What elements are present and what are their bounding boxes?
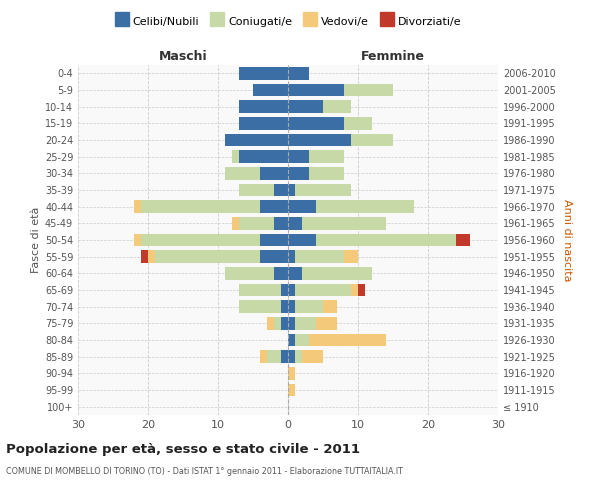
- Bar: [260, 350, 267, 363]
- Bar: [281, 284, 288, 296]
- Bar: [288, 267, 302, 280]
- Bar: [288, 250, 295, 263]
- Bar: [232, 217, 239, 230]
- Bar: [323, 100, 351, 113]
- Bar: [358, 284, 365, 296]
- Bar: [141, 250, 148, 263]
- Bar: [295, 184, 351, 196]
- Bar: [351, 284, 358, 296]
- Text: Popolazione per età, sesso e stato civile - 2011: Popolazione per età, sesso e stato civil…: [6, 442, 360, 456]
- Bar: [295, 284, 351, 296]
- Bar: [148, 250, 155, 263]
- Bar: [253, 84, 288, 96]
- Text: COMUNE DI MOMBELLO DI TORINO (TO) - Dati ISTAT 1° gennaio 2011 - Elaborazione TU: COMUNE DI MOMBELLO DI TORINO (TO) - Dati…: [6, 468, 403, 476]
- Y-axis label: Anni di nascita: Anni di nascita: [562, 198, 572, 281]
- Bar: [309, 334, 386, 346]
- Bar: [288, 217, 302, 230]
- Bar: [316, 234, 456, 246]
- Bar: [288, 200, 316, 213]
- Bar: [351, 134, 393, 146]
- Bar: [239, 67, 288, 80]
- Bar: [295, 250, 344, 263]
- Bar: [288, 134, 351, 146]
- Bar: [281, 350, 288, 363]
- Bar: [155, 250, 260, 263]
- Bar: [288, 234, 316, 246]
- Bar: [295, 334, 309, 346]
- Bar: [260, 250, 288, 263]
- Bar: [239, 100, 288, 113]
- Bar: [274, 317, 281, 330]
- Legend: Celibi/Nubili, Coniugati/e, Vedovi/e, Divorziati/e: Celibi/Nubili, Coniugati/e, Vedovi/e, Di…: [110, 12, 466, 32]
- Bar: [344, 250, 358, 263]
- Bar: [288, 84, 344, 96]
- Bar: [267, 350, 281, 363]
- Bar: [288, 184, 295, 196]
- Bar: [274, 267, 288, 280]
- Bar: [260, 167, 288, 179]
- Bar: [134, 234, 141, 246]
- Bar: [281, 300, 288, 313]
- Bar: [288, 384, 295, 396]
- Bar: [288, 334, 295, 346]
- Bar: [225, 167, 260, 179]
- Bar: [316, 317, 337, 330]
- Bar: [274, 184, 288, 196]
- Bar: [288, 67, 309, 80]
- Bar: [260, 200, 288, 213]
- Bar: [239, 150, 288, 163]
- Bar: [302, 217, 386, 230]
- Bar: [232, 150, 239, 163]
- Bar: [260, 234, 288, 246]
- Bar: [288, 150, 309, 163]
- Bar: [239, 217, 274, 230]
- Bar: [456, 234, 470, 246]
- Bar: [309, 167, 344, 179]
- Bar: [281, 317, 288, 330]
- Bar: [288, 350, 295, 363]
- Bar: [323, 300, 337, 313]
- Y-axis label: Fasce di età: Fasce di età: [31, 207, 41, 273]
- Text: Maschi: Maschi: [158, 50, 208, 62]
- Bar: [288, 300, 295, 313]
- Bar: [274, 217, 288, 230]
- Bar: [288, 167, 309, 179]
- Bar: [288, 367, 295, 380]
- Bar: [141, 200, 260, 213]
- Bar: [267, 317, 274, 330]
- Bar: [288, 100, 323, 113]
- Bar: [295, 317, 316, 330]
- Bar: [302, 267, 372, 280]
- Bar: [344, 117, 372, 130]
- Bar: [239, 117, 288, 130]
- Bar: [239, 284, 281, 296]
- Bar: [239, 184, 274, 196]
- Bar: [134, 200, 141, 213]
- Bar: [225, 134, 288, 146]
- Bar: [239, 300, 281, 313]
- Text: Femmine: Femmine: [361, 50, 425, 62]
- Bar: [225, 267, 274, 280]
- Bar: [288, 284, 295, 296]
- Bar: [141, 234, 260, 246]
- Bar: [316, 200, 414, 213]
- Bar: [344, 84, 393, 96]
- Bar: [295, 300, 323, 313]
- Bar: [309, 150, 344, 163]
- Bar: [302, 350, 323, 363]
- Bar: [295, 350, 302, 363]
- Bar: [288, 317, 295, 330]
- Bar: [288, 117, 344, 130]
